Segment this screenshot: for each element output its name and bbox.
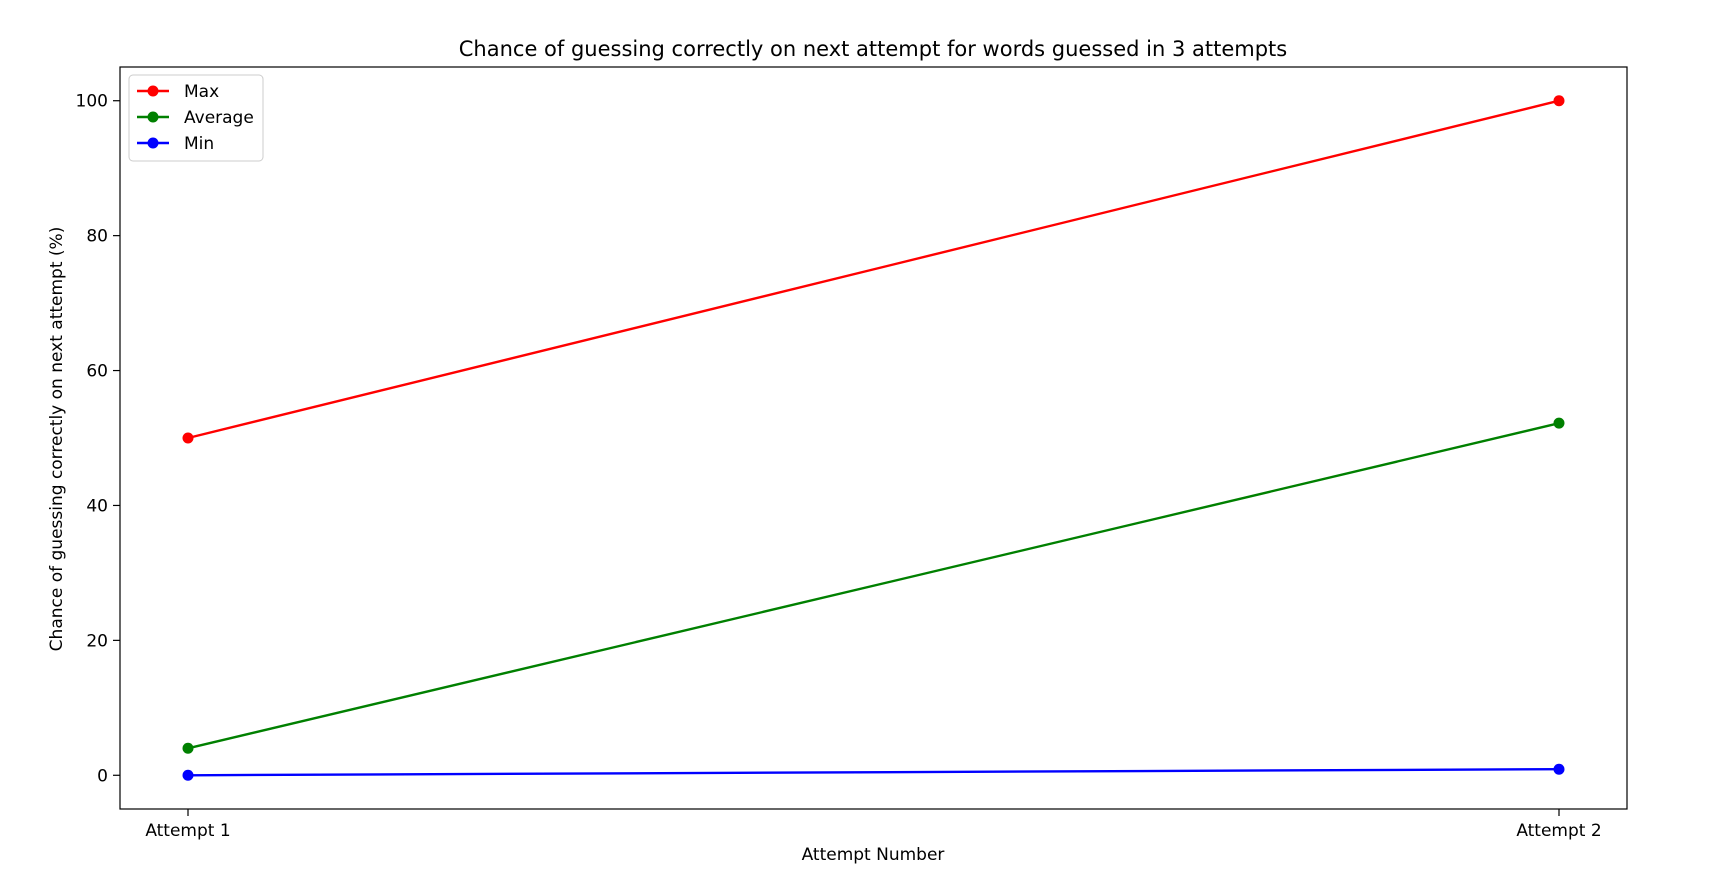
data-series xyxy=(182,95,1565,781)
legend-marker-average xyxy=(147,111,159,123)
legend-label-max: Max xyxy=(184,82,219,102)
series-average xyxy=(182,417,1565,754)
series-line-max xyxy=(187,99,1560,440)
data-point-min xyxy=(1553,763,1565,775)
legend-item-average: Average xyxy=(137,108,254,128)
axis-ticks: 0 20 40 60 80 100 Attempt 1 Attempt 2 xyxy=(76,92,1602,841)
x-axis-label: Attempt Number xyxy=(802,845,945,865)
data-point-min xyxy=(182,769,194,781)
y-tick-label: 100 xyxy=(76,92,108,112)
x-tick-label: Attempt 2 xyxy=(1516,821,1601,841)
series-line-min xyxy=(187,768,1560,777)
y-tick-label: 20 xyxy=(86,631,108,651)
legend-marker-min xyxy=(147,137,159,149)
data-point-average xyxy=(1553,417,1565,429)
series-min xyxy=(182,763,1565,781)
x-tick-label: Attempt 1 xyxy=(145,821,230,841)
data-point-max xyxy=(1553,95,1565,107)
legend-box xyxy=(128,74,264,162)
series-line-average xyxy=(187,421,1560,750)
data-point-average xyxy=(182,742,194,754)
y-tick-label: 40 xyxy=(86,496,108,516)
data-point-max xyxy=(182,432,194,444)
y-tick-label: 60 xyxy=(86,362,108,382)
chart-title: Chance of guessing correctly on next att… xyxy=(459,37,1287,61)
y-tick-label: 80 xyxy=(86,227,108,247)
y-axis-label: Chance of guessing correctly on next att… xyxy=(47,227,67,652)
legend-item-min: Min xyxy=(137,134,214,154)
series-max xyxy=(182,95,1565,444)
plot-frame xyxy=(119,66,1628,810)
legend-label-average: Average xyxy=(184,108,254,128)
legend-item-max: Max xyxy=(137,82,219,102)
legend-marker-max xyxy=(147,85,159,97)
legend-label-min: Min xyxy=(184,134,214,154)
legend: Max Average Min xyxy=(128,74,264,162)
y-tick-label: 0 xyxy=(97,766,108,786)
